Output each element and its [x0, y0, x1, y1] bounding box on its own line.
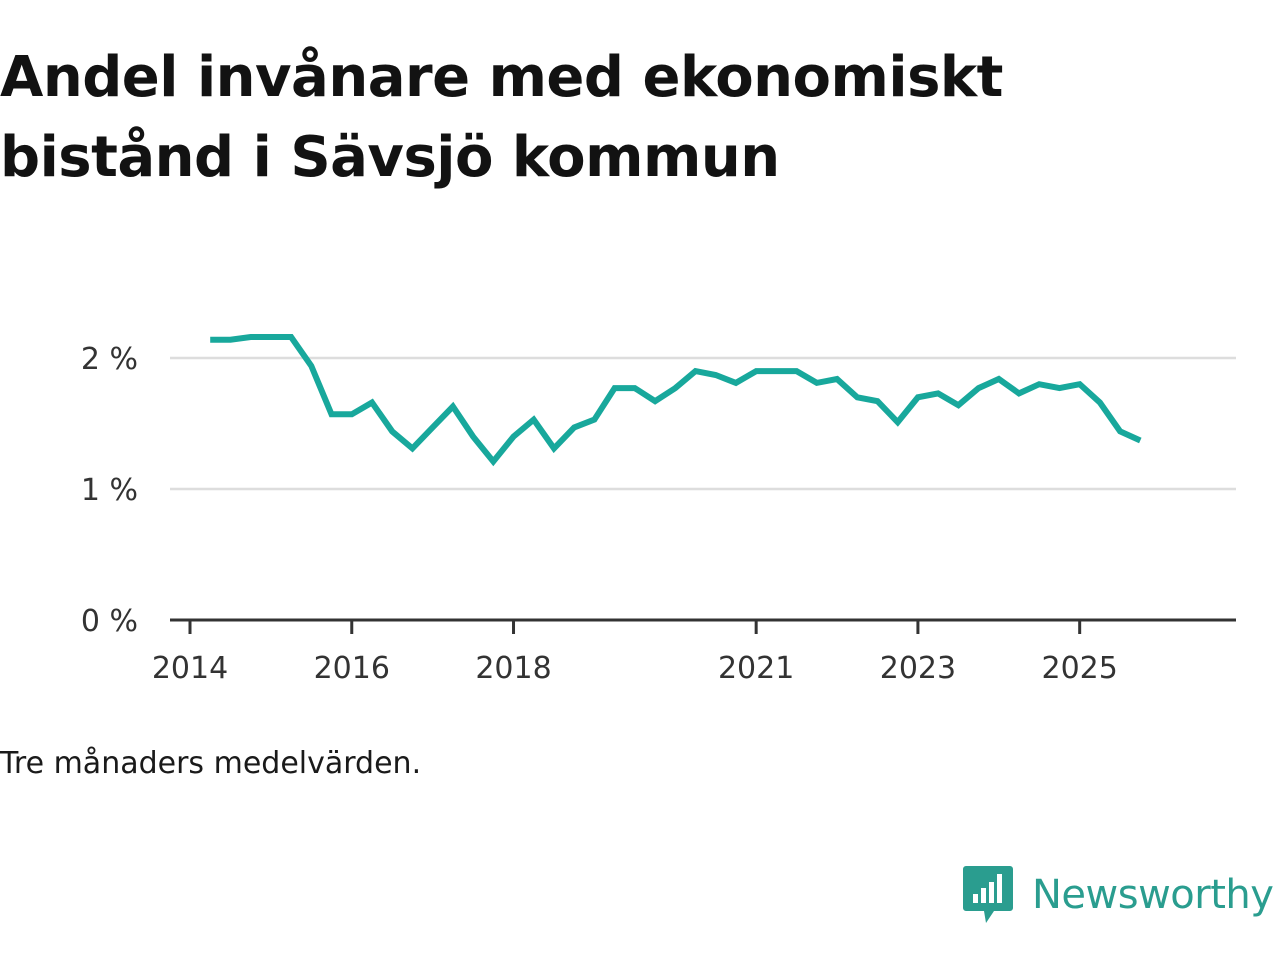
data-point — [753, 368, 759, 374]
data-point — [955, 402, 961, 408]
data-point — [268, 334, 274, 340]
x-tick-label: 2016 — [314, 651, 390, 686]
data-point — [632, 385, 638, 391]
data-point — [227, 337, 233, 343]
chart-title: Andel invånare med ekonomiskt bistånd i … — [0, 38, 1200, 198]
data-point — [1016, 390, 1022, 396]
x-tick-label: 2014 — [152, 651, 228, 686]
series-line — [210, 334, 1142, 467]
data-point — [996, 376, 1002, 382]
data-point — [834, 376, 840, 382]
data-point — [490, 459, 496, 465]
data-point — [875, 398, 881, 404]
data-point — [329, 411, 335, 417]
data-point — [976, 385, 982, 391]
data-point — [733, 380, 739, 386]
data-point — [1137, 438, 1143, 444]
chart-title-line-1: Andel invånare med ekonomiskt — [0, 45, 1003, 110]
data-point — [773, 368, 779, 374]
data-point — [571, 424, 577, 430]
data-point — [693, 368, 699, 374]
data-point — [915, 394, 921, 400]
x-tick-label: 2025 — [1042, 651, 1118, 686]
data-point — [814, 380, 820, 386]
x-tick-label: 2021 — [718, 651, 794, 686]
data-point — [349, 411, 355, 417]
data-point — [1057, 385, 1063, 391]
y-tick-label: 0 % — [81, 604, 138, 639]
data-point — [854, 394, 860, 400]
data-point — [207, 337, 213, 343]
data-point — [369, 400, 375, 406]
data-point — [430, 424, 436, 430]
chart-footnote: Tre månaders medelvärden. — [0, 746, 422, 781]
brand-logo[interactable]: Newsworthy — [962, 862, 1274, 928]
data-point — [672, 385, 678, 391]
data-point — [389, 428, 395, 434]
x-tick-label: 2023 — [880, 651, 956, 686]
y-tick-label: 1 % — [81, 473, 138, 508]
data-point — [591, 417, 597, 423]
chart-title-line-2: bistånd i Sävsjö kommun — [0, 125, 780, 190]
data-point — [1036, 381, 1042, 387]
data-point — [713, 372, 719, 378]
data-point — [794, 368, 800, 374]
data-point — [288, 334, 294, 340]
series-layer — [207, 334, 1143, 467]
line-chart: 0 % 1 % 2 % 2014 2016 2018 2021 2023 2025 — [81, 334, 1236, 686]
data-point — [470, 434, 476, 440]
data-point — [1077, 381, 1083, 387]
data-point — [1097, 400, 1103, 406]
axes: 0 % 1 % 2 % 2014 2016 2018 2021 2023 2025 — [81, 342, 1236, 686]
data-point — [612, 385, 618, 391]
data-point — [652, 398, 658, 404]
newsworthy-logo-icon — [963, 866, 1013, 923]
data-point — [551, 445, 557, 451]
x-tick-label: 2018 — [475, 651, 551, 686]
y-tick-label: 2 % — [81, 342, 138, 377]
data-point — [450, 404, 456, 410]
data-point — [935, 390, 941, 396]
data-point — [308, 363, 314, 369]
gridlines — [170, 356, 1236, 491]
data-point — [1117, 428, 1123, 434]
data-point — [895, 419, 901, 425]
data-point — [248, 334, 254, 340]
data-point — [409, 445, 415, 451]
data-point — [531, 417, 537, 423]
brand-name: Newsworthy — [1032, 872, 1274, 918]
data-point — [511, 434, 517, 440]
